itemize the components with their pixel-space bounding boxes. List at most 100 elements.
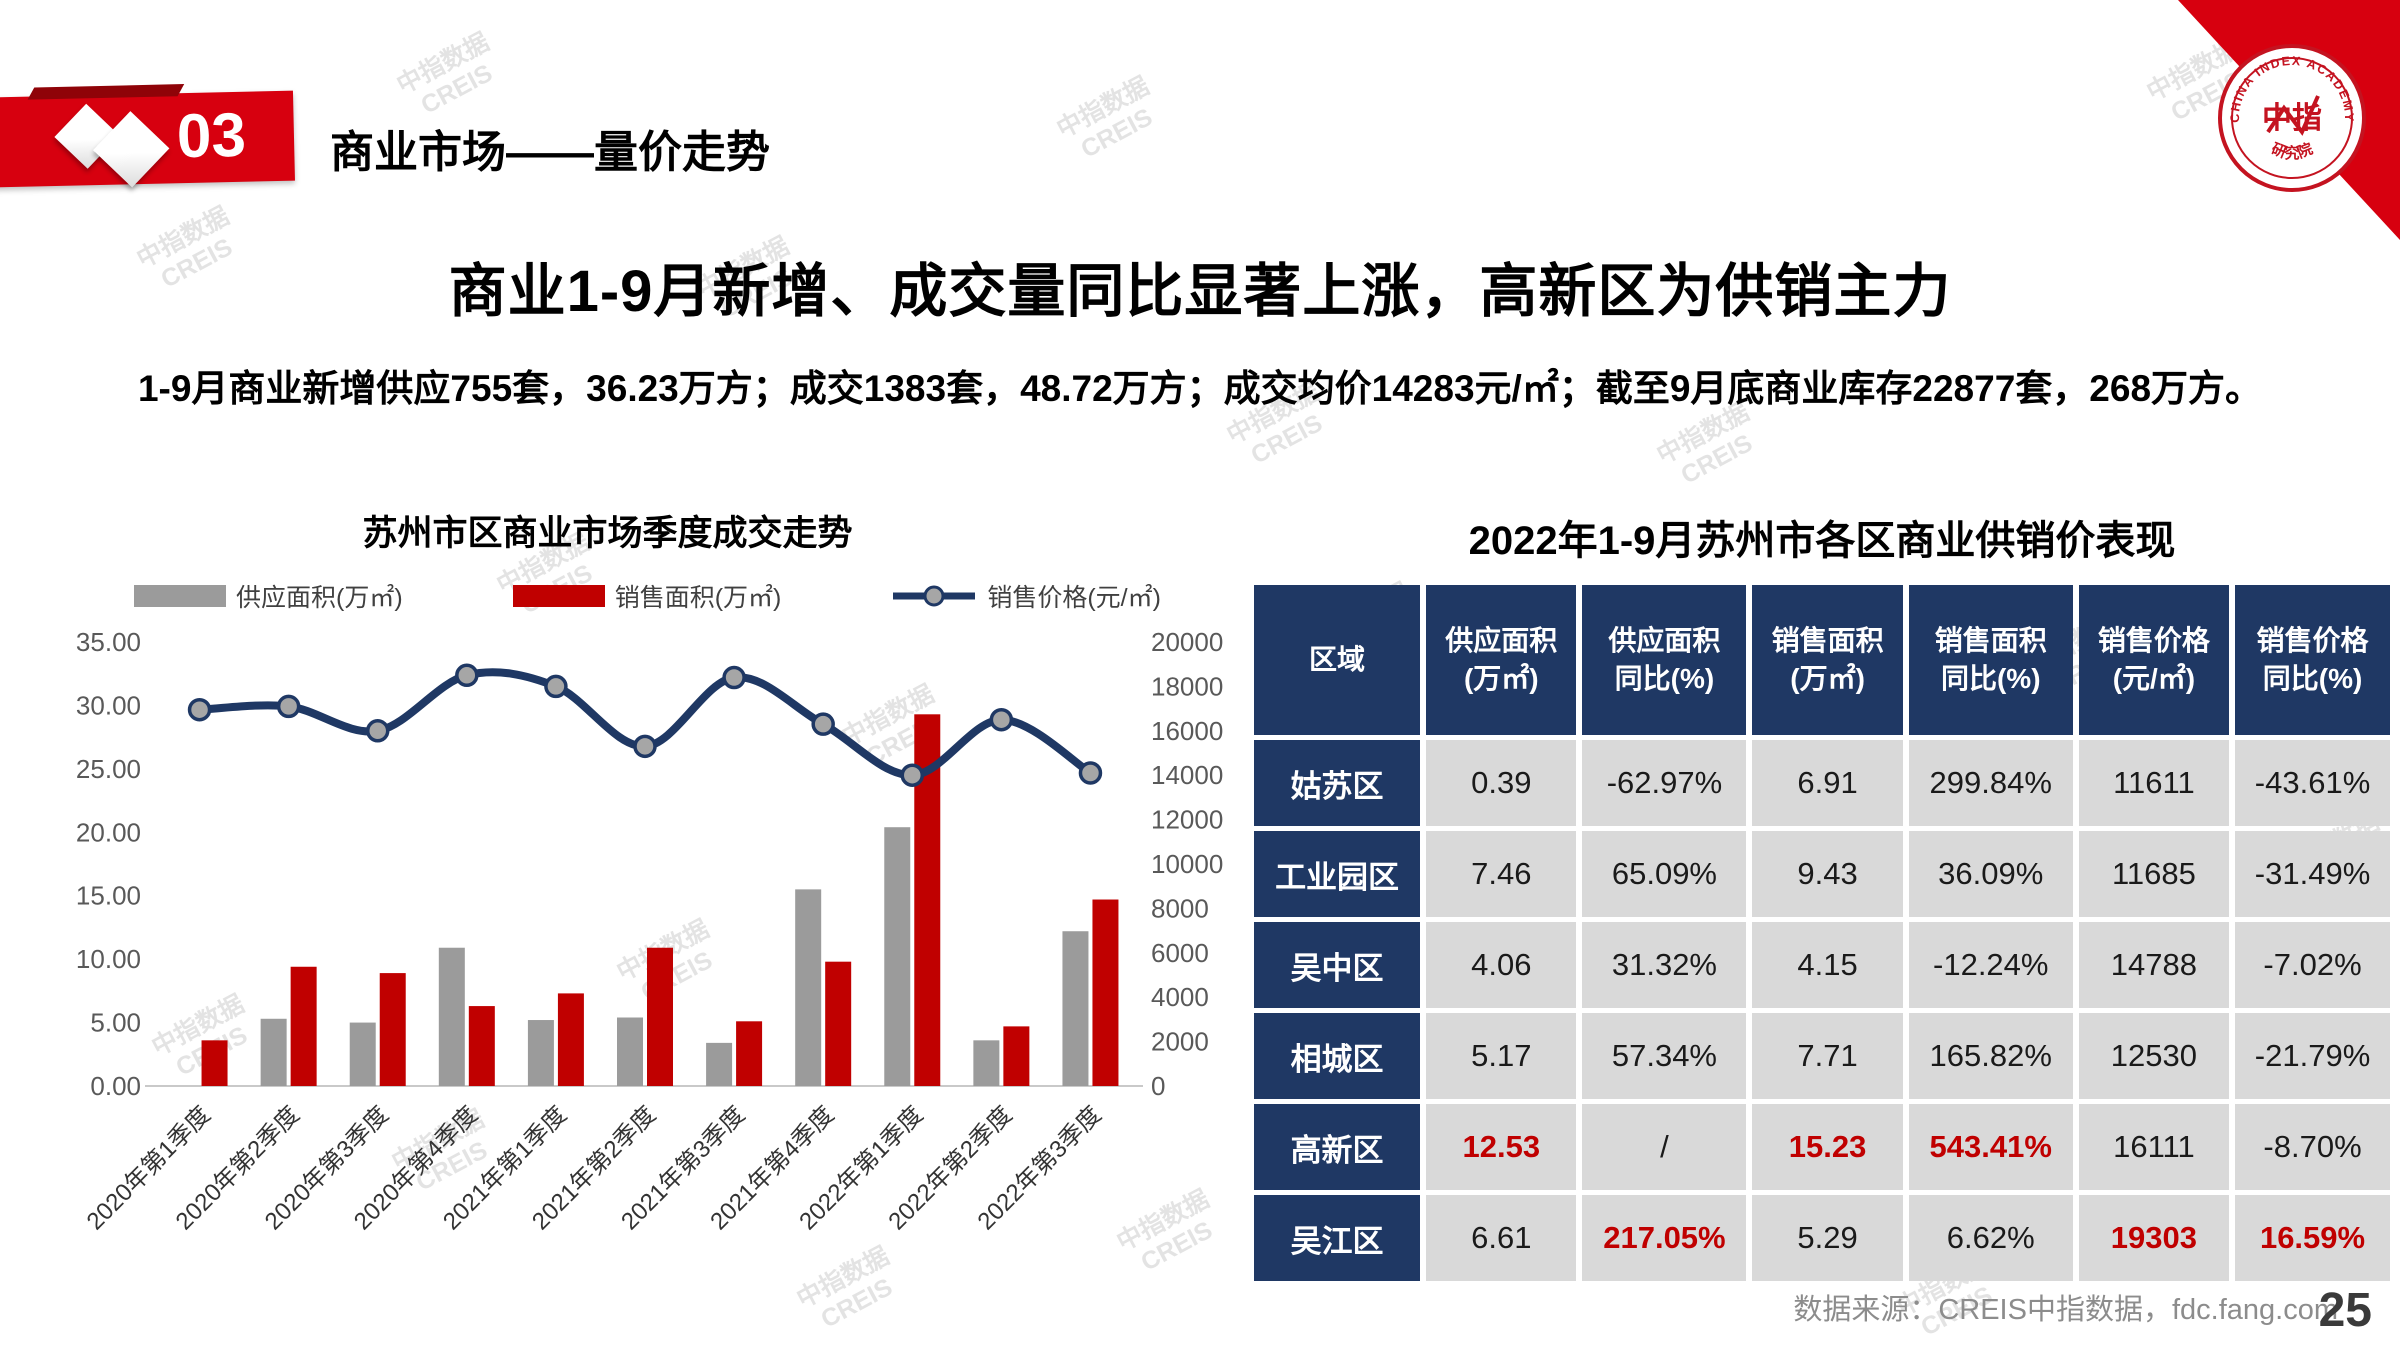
- table-row: 吴中区 4.06 31.32% 4.15 -12.24% 14788 -7.02%: [1254, 922, 2390, 1008]
- sales-bar: [468, 1006, 495, 1086]
- value-cell: 36.09%: [1908, 831, 2073, 917]
- value-cell: 5.17: [1426, 1013, 1577, 1099]
- value-cell: 6.61: [1426, 1195, 1577, 1281]
- sales-bar: [736, 1021, 763, 1086]
- region-cell: 吴江区: [1254, 1195, 1421, 1281]
- sales-bar: [1092, 899, 1119, 1086]
- table-header-row: 区域 供应面积 (万㎡) 供应面积 同比(%) 销售面积 (万㎡) 销售面积 同比(%)…: [1254, 585, 2390, 735]
- right-axis-tick: 18000: [1151, 671, 1223, 701]
- value-cell: 14788: [2078, 922, 2230, 1008]
- region-cell: 吴中区: [1254, 922, 1421, 1008]
- price-point: [811, 712, 835, 736]
- supply-bar: [260, 1018, 287, 1086]
- right-axis-tick: 20000: [1151, 627, 1223, 657]
- supply-bar: [349, 1022, 376, 1086]
- column-header: 供应面积 同比(%): [1582, 585, 1747, 735]
- district-data-table: 区域 供应面积 (万㎡) 供应面积 同比(%) 销售面积 (万㎡) 销售面积 同比(%)…: [1248, 580, 2396, 1286]
- value-cell: -21.79%: [2235, 1013, 2390, 1099]
- right-axis-tick: 2000: [1151, 1027, 1209, 1057]
- price-point: [1078, 761, 1103, 785]
- legend-label: 供应面积(万㎡): [236, 584, 403, 612]
- supply-swatch: [134, 585, 227, 607]
- column-header: 销售面积 同比(%): [1908, 585, 2073, 735]
- value-cell: 19303: [2078, 1195, 2230, 1281]
- value-cell: 31.32%: [1582, 922, 1747, 1008]
- value-cell: 16.59%: [2235, 1195, 2390, 1281]
- value-cell: 7.71: [1752, 1013, 1903, 1099]
- left-axis-tick: 20.00: [76, 817, 141, 847]
- left-axis-tick: 25.00: [76, 754, 141, 784]
- table-row: 姑苏区 0.39 -62.97% 6.91 299.84% 11611 -43.61%: [1254, 740, 2390, 826]
- column-header: 销售面积 (万㎡): [1752, 585, 1903, 735]
- legend-item-supply: 供应面积(万㎡): [134, 578, 403, 614]
- section-number: 03: [176, 100, 247, 172]
- right-axis-tick: 8000: [1151, 893, 1209, 923]
- value-cell: -31.49%: [2235, 831, 2390, 917]
- value-cell: -12.24%: [1908, 922, 2073, 1008]
- column-header: 供应面积 (万㎡): [1426, 585, 1577, 735]
- price-line: [199, 668, 1093, 780]
- right-axis-tick: 0: [1151, 1071, 1165, 1101]
- sales-bar: [201, 1040, 228, 1086]
- sales-bar: [825, 961, 852, 1086]
- value-cell: 4.06: [1426, 922, 1577, 1008]
- district-table-panel: 2022年1-9月苏州市各区商业供销价表现 区域 供应面积 (万㎡) 供应面积 同比…: [1248, 508, 2396, 1286]
- price-point: [900, 763, 925, 787]
- column-header: 销售价格 (元/㎡): [2078, 585, 2230, 735]
- sales-bar: [379, 973, 406, 1086]
- value-cell: 6.62%: [1908, 1195, 2073, 1281]
- right-axis-tick: 12000: [1151, 805, 1223, 835]
- table-row: 高新区 12.53/15.23 543.41% 16111 -8.70%: [1254, 1104, 2390, 1190]
- value-cell: -7.02%: [2235, 922, 2390, 1008]
- value-cell: 165.82%: [1908, 1013, 2073, 1099]
- region-cell: 高新区: [1254, 1104, 1421, 1190]
- main-title: 商业1-9月新增、成交量同比显著上涨，高新区为供销主力: [448, 259, 1952, 324]
- supply-bar: [438, 947, 465, 1086]
- combo-chart: 0.00 5.00 10.00 15.00 20.00 25.00 30.00 35.00 0 2…: [76, 627, 1223, 1235]
- price-point: [722, 665, 746, 690]
- value-cell: -43.61%: [2235, 740, 2390, 826]
- value-cell: 15.23: [1752, 1104, 1903, 1190]
- value-cell: 9.43: [1752, 831, 1903, 917]
- value-cell: 11611: [2078, 740, 2230, 826]
- sales-bar: [557, 993, 584, 1086]
- value-cell: 12.53: [1426, 1104, 1577, 1190]
- data-source: 数据来源：CREIS中指数据，fdc.fang.com: [1793, 1294, 2338, 1326]
- supply-bar: [527, 1020, 554, 1086]
- chart-legend: 供应面积(万㎡) 销售面积(万㎡) 销售价格(元/㎡): [55, 578, 1240, 614]
- table-row: 工业园区 7.46 65.09% 9.43 36.09% 11685 -31.49%: [1254, 831, 2390, 917]
- price-point: [365, 719, 390, 743]
- svg-text:研究院: 研究院: [2269, 139, 2315, 162]
- legend-item-price: 销售价格(元/㎡): [891, 578, 1161, 614]
- value-cell: 299.84%: [1908, 740, 2073, 826]
- value-cell: 5.29: [1752, 1195, 1903, 1281]
- price-point: [455, 663, 479, 688]
- right-axis-tick: 14000: [1151, 760, 1223, 790]
- price-point: [276, 694, 301, 719]
- value-cell: 12530: [2078, 1013, 2230, 1099]
- supply-bar: [1062, 931, 1089, 1086]
- value-cell: 0.39: [1426, 740, 1577, 826]
- legend-item-sales: 销售面积(万㎡): [512, 578, 781, 614]
- logo-bottom-text: 研究院: [2269, 139, 2315, 162]
- creis-watermark: 中指数据 CREIS: [392, 27, 497, 120]
- supply-bar: [884, 827, 911, 1086]
- value-cell: 7.46: [1426, 831, 1577, 917]
- column-header: 销售价格 同比(%): [2235, 585, 2390, 735]
- sales-bar: [647, 947, 673, 1086]
- value-cell: 543.41%: [1908, 1104, 2073, 1190]
- right-axis-tick: 6000: [1151, 938, 1209, 968]
- legend-label: 销售价格(元/㎡): [987, 584, 1161, 612]
- section-title: 商业市场——量价走势: [330, 128, 770, 177]
- left-axis-tick: 30.00: [76, 690, 141, 720]
- chart-title: 苏州市区商业市场季度成交走势: [362, 514, 853, 553]
- left-axis-tick: 35.00: [76, 627, 141, 657]
- creis-watermark: 中指数据 CREIS: [1652, 397, 1757, 490]
- region-cell: 姑苏区: [1254, 740, 1421, 826]
- price-point: [633, 734, 657, 759]
- column-header: 区域: [1254, 585, 1421, 735]
- price-line-swatch: [893, 585, 976, 607]
- value-cell: 65.09%: [1582, 831, 1747, 917]
- sales-bar: [1003, 1026, 1030, 1086]
- value-cell: 57.34%: [1582, 1013, 1747, 1099]
